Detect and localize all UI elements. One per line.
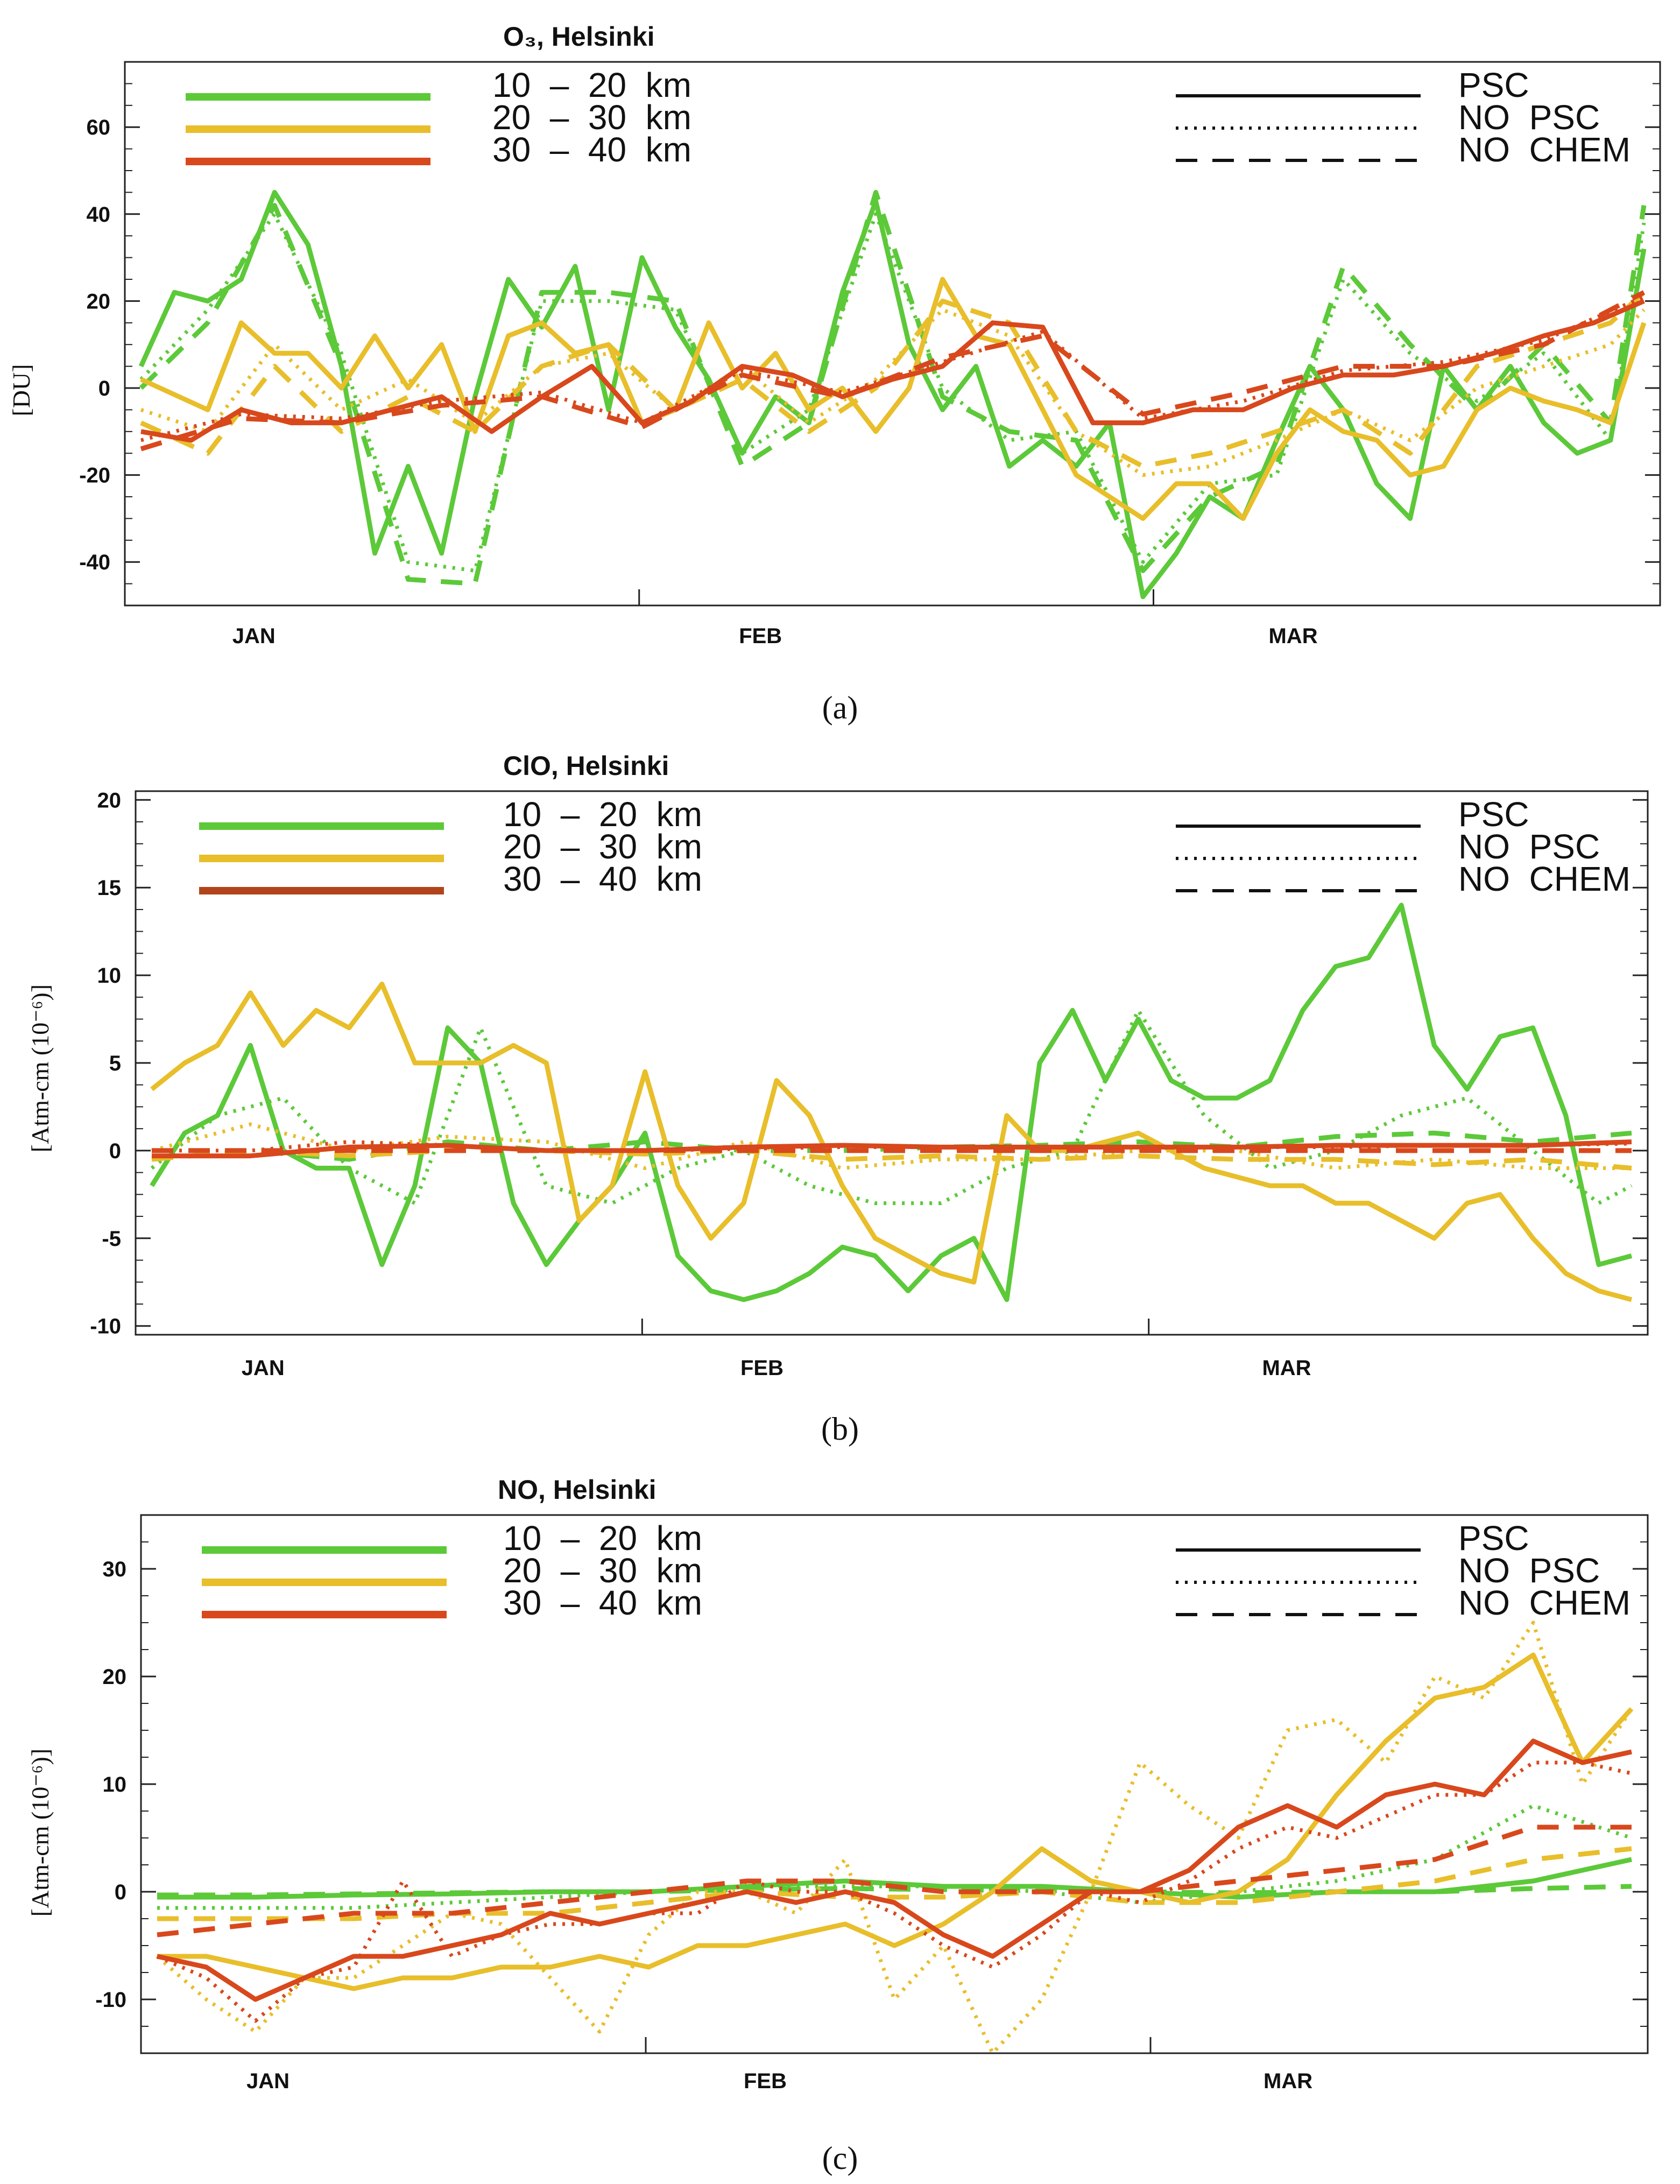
y-tick-label: 5	[109, 1052, 121, 1075]
series-line-10_20-no-psc	[139, 212, 1646, 573]
legend-label-20-30: 20 – 30 km	[503, 1551, 702, 1590]
y-tick-label: -10	[95, 1988, 126, 2012]
y-tick-label: 10	[97, 964, 122, 988]
series-line-20_30-no-psc	[156, 1621, 1633, 2055]
x-month-label: MAR	[1263, 2069, 1312, 2093]
series-line-20_30-no-psc	[151, 1122, 1632, 1170]
legend-label-psc: PSC	[1458, 795, 1529, 834]
x-month-label: JAN	[242, 1356, 285, 1380]
panel-a-legend: 10 – 20 km 20 – 30 km 30 – 40 km PSC NO …	[186, 66, 1630, 169]
panel-a-series	[138, 189, 1647, 600]
series-line-10_20-psc	[138, 189, 1647, 600]
series-line-20_30-no-chem	[157, 1846, 1632, 1921]
panel-a-title: O₃, Helsinki	[503, 22, 655, 52]
y-tick-label: 0	[109, 1139, 121, 1163]
series-line-30_40-no-psc	[156, 1760, 1632, 2023]
x-month-label: JAN	[232, 624, 276, 648]
panel-b-caption: (b)	[821, 1411, 859, 1447]
legend-label-10-20: 10 – 20 km	[503, 1519, 702, 1558]
y-tick-label: 10	[103, 1773, 127, 1796]
series-line-30_40-psc	[152, 1139, 1632, 1159]
panel-b-plot-frame	[135, 790, 1649, 1336]
panel-c-caption: (c)	[822, 2140, 858, 2176]
panel-b-axes: -10 -5 0 5 10 15 20 JAN FEB MAR	[90, 788, 1648, 1380]
panel-c-axes: -10 0 10 20 30 JAN FEB MAR	[95, 1514, 1648, 2093]
panel-c: NO, Helsinki [Atm-cm (10⁻⁶)] -10 0 10 20 30 J…	[26, 1475, 1649, 2176]
series-line-10_20-psc	[150, 903, 1633, 1302]
panel-b-title: ClO, Helsinki	[503, 751, 669, 781]
series-line-20_30-no-chem	[140, 290, 1646, 469]
panel-a-plot-frame	[124, 61, 1661, 607]
series-line-30_40-no-chem	[140, 290, 1646, 452]
x-month-label: MAR	[1268, 624, 1317, 648]
series-line-30_40-psc	[157, 1738, 1632, 2002]
legend-label-10-20: 10 – 20 km	[503, 795, 702, 834]
series-line-30_40-no-chem	[157, 1824, 1632, 1938]
x-month-label: JAN	[246, 2069, 290, 2093]
x-month-label: FEB	[740, 1356, 783, 1380]
y-tick-label: 20	[87, 290, 111, 313]
y-tick-label: -10	[90, 1315, 121, 1338]
y-tick-label: -40	[79, 551, 110, 574]
series-line-20_30-psc	[157, 1652, 1634, 1991]
panel-a-axes: -40 -20 0 20 40 60 JAN FEB MAR	[79, 61, 1660, 648]
panel-b: ClO, Helsinki [Atm-cm (10⁻⁶)] -10 -5 0 5 10 1…	[26, 751, 1649, 1447]
legend-label-no-chem: NO CHEM	[1458, 1583, 1630, 1622]
panel-c-series	[156, 1621, 1634, 2055]
legend-label-30-40: 30 – 40 km	[503, 1583, 702, 1622]
panel-b-legend: 10 – 20 km 20 – 30 km 30 – 40 km PSC NO …	[199, 795, 1630, 898]
y-tick-label: 15	[97, 876, 122, 900]
series-line-20_30-no-chem	[151, 1148, 1632, 1171]
series-line-20_30-psc	[150, 981, 1633, 1302]
y-tick-label: 0	[98, 377, 110, 400]
legend-label-10-20: 10 – 20 km	[492, 66, 691, 104]
series-line-20_30-psc	[140, 277, 1647, 521]
y-tick-label: -20	[79, 464, 110, 488]
panel-a-ylabel: [DU]	[8, 364, 35, 416]
legend-label-no-psc: NO PSC	[1458, 827, 1600, 866]
legend-label-no-psc: NO PSC	[1458, 98, 1600, 137]
legend-label-no-chem: NO CHEM	[1458, 859, 1630, 898]
panel-c-title: NO, Helsinki	[498, 1475, 657, 1505]
panel-b-series	[150, 903, 1633, 1302]
panel-a: O₃, Helsinki [DU] -40 -20 0 20 40 60 JAN FEB MAR…	[8, 22, 1661, 725]
y-tick-label: 30	[103, 1558, 127, 1581]
y-tick-label: -5	[102, 1227, 121, 1251]
series-line-10_20-no-chem	[157, 1884, 1632, 1898]
y-tick-label: 40	[87, 203, 111, 227]
x-month-label: FEB	[744, 2069, 787, 2093]
panel-c-legend: 10 – 20 km 20 – 30 km 30 – 40 km PSC NO …	[202, 1519, 1630, 1622]
series-line-30_40-no-psc	[152, 1140, 1632, 1153]
legend-label-20-30: 20 – 30 km	[503, 827, 702, 866]
legend-label-psc: PSC	[1458, 66, 1529, 104]
panel-b-ylabel: [Atm-cm (10⁻⁶)]	[26, 984, 54, 1152]
y-tick-label: 0	[115, 1880, 126, 1904]
x-month-label: MAR	[1262, 1356, 1311, 1380]
legend-label-30-40: 30 – 40 km	[492, 130, 691, 169]
legend-label-20-30: 20 – 30 km	[492, 98, 691, 137]
legend-label-psc: PSC	[1458, 1519, 1529, 1558]
legend-label-30-40: 30 – 40 km	[503, 859, 702, 898]
y-tick-label: 20	[103, 1665, 127, 1689]
panel-c-ylabel: [Atm-cm (10⁻⁶)]	[26, 1749, 54, 1917]
y-tick-label: 20	[97, 788, 122, 812]
series-line-10_20-no-psc	[150, 1008, 1633, 1206]
panel-c-plot-frame	[140, 1514, 1649, 2054]
series-line-10_20-no-chem	[139, 189, 1647, 587]
legend-label-no-psc: NO PSC	[1458, 1551, 1600, 1590]
y-tick-label: 60	[87, 116, 111, 139]
panel-a-caption: (a)	[822, 690, 858, 725]
x-month-label: FEB	[739, 624, 782, 648]
legend-label-no-chem: NO CHEM	[1458, 130, 1630, 169]
